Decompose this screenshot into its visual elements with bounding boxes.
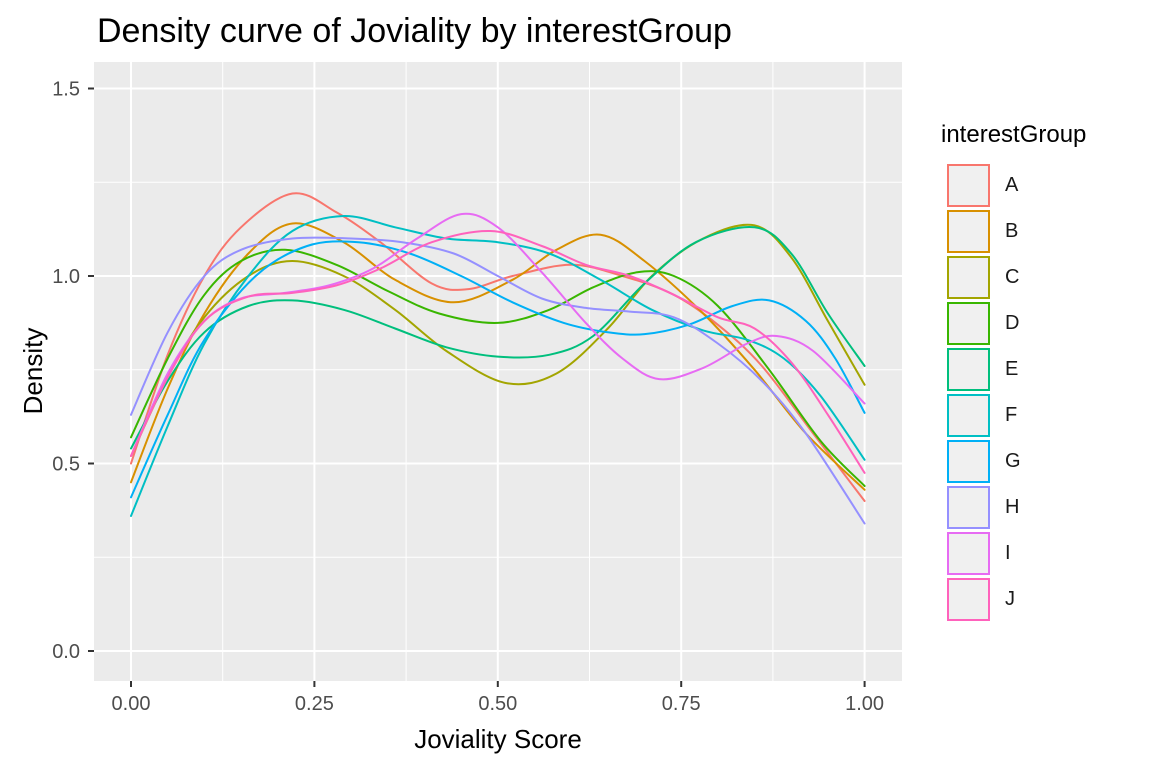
legend-item-B: B <box>947 210 1086 254</box>
legend-item-label: B <box>1005 220 1019 243</box>
x-axis-title: Joviality Score <box>414 724 582 754</box>
curve-D <box>130 248 866 487</box>
legend-item-label: G <box>1005 450 1021 473</box>
legend-item-G: G <box>947 440 1086 484</box>
legend-item-label: D <box>1005 312 1020 335</box>
legend-item-label: A <box>1005 174 1019 197</box>
curve-G <box>130 240 866 499</box>
legend-key-I <box>947 532 990 576</box>
legend-item-C: C <box>947 256 1086 300</box>
legend-key-D <box>947 302 990 346</box>
axis-ticks <box>88 87 866 687</box>
legend-key-H <box>947 486 990 530</box>
legend-key-C <box>947 256 990 300</box>
x-tick-label: 0.00 <box>112 693 151 715</box>
legend-item-label: F <box>1005 404 1018 427</box>
legend-item-I: I <box>947 532 1086 576</box>
x-tick-label: 0.50 <box>478 693 517 715</box>
axis-tick-labels: 0.00 0.25 0.50 0.75 1.00 0.0 0.5 1.0 1.5 <box>52 79 884 716</box>
legend-item-label: H <box>1005 496 1020 519</box>
legend-item-label: J <box>1005 588 1015 611</box>
legend-key-A <box>947 164 990 208</box>
legend-key-E <box>947 348 990 392</box>
y-tick-label: 1.5 <box>52 79 80 101</box>
legend-key-G <box>947 440 990 484</box>
legend-item-D: D <box>947 302 1086 346</box>
legend-item-J: J <box>947 578 1086 622</box>
legend-title: interestGroup <box>941 121 1087 148</box>
legend-item-H: H <box>947 486 1086 530</box>
legend-item-label: I <box>1005 542 1011 565</box>
x-tick-label: 1.00 <box>845 693 884 715</box>
legend-key-F <box>947 394 990 438</box>
legend-item-label: C <box>1005 266 1020 289</box>
curve-B <box>130 222 866 491</box>
legend-key-B <box>947 210 990 254</box>
curve-H <box>130 236 866 525</box>
density-curves <box>130 192 866 525</box>
x-tick-label: 0.25 <box>295 693 334 715</box>
legend-item-F: F <box>947 394 1086 438</box>
legend-item-A: A <box>947 164 1086 208</box>
legend-item-label: E <box>1005 358 1019 381</box>
y-tick-label: 0.5 <box>52 454 80 476</box>
curve-J <box>130 229 866 474</box>
y-axis-title: Density <box>18 328 48 415</box>
legend-key-J <box>947 578 990 622</box>
legend-item-E: E <box>947 348 1086 392</box>
x-tick-label: 0.75 <box>662 693 701 715</box>
curve-E <box>130 226 866 450</box>
y-tick-label: 1.0 <box>52 266 80 288</box>
y-tick-label: 0.0 <box>52 641 80 663</box>
plot-title: Density curve of Joviality by interestGr… <box>97 12 732 50</box>
